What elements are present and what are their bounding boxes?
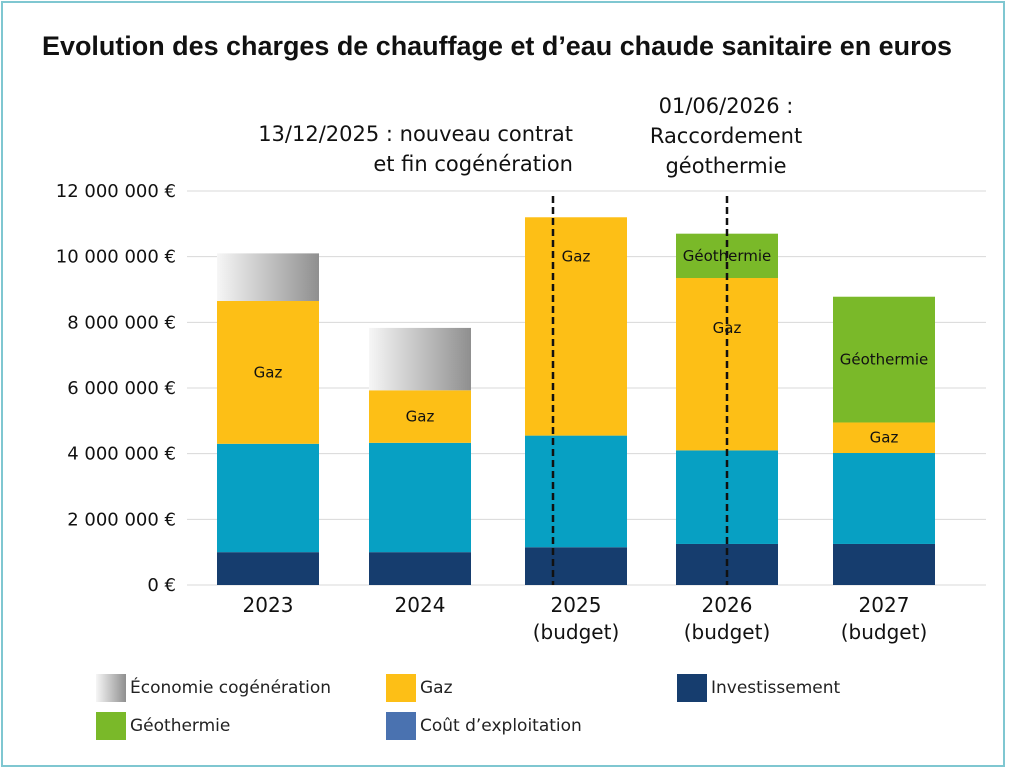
- y-tick-label: 4 000 000 €: [67, 444, 176, 465]
- bar-segment: [369, 327, 471, 391]
- x-category-label: 2027: [859, 593, 910, 617]
- x-axis-category-labels: 2023 2024 2025 (budget) 2026 (budget) 2027 (bud…: [243, 593, 928, 644]
- annotations: 13/12/2025 : nouveau contrat et fin cogén…: [258, 94, 802, 585]
- segment-label: Gaz: [870, 429, 899, 447]
- bar-segment: [525, 547, 627, 585]
- x-category-label: 2024: [395, 593, 446, 617]
- x-category-label: (budget): [533, 620, 620, 644]
- bars: [217, 217, 935, 585]
- bar-segment: [525, 435, 627, 548]
- y-tick-label: 0 €: [147, 575, 176, 596]
- bar-segment: [369, 442, 471, 553]
- y-tick-label: 12 000 000 €: [56, 181, 176, 202]
- y-tick-label: 6 000 000 €: [67, 378, 176, 399]
- x-category-label: (budget): [684, 620, 771, 644]
- bar-segment: [369, 390, 471, 443]
- bar-segment: [217, 443, 319, 553]
- x-category-label: (budget): [841, 620, 928, 644]
- bar-segment: [217, 300, 319, 444]
- annotation-text: Raccordement: [650, 124, 802, 148]
- bar-segment: [833, 422, 935, 454]
- y-tick-label: 10 000 000 €: [56, 247, 176, 268]
- bar-segment: [833, 543, 935, 585]
- y-axis-tick-labels: 0 € 2 000 000 € 4 000 000 € 6 000 000 € 8 00…: [56, 181, 176, 596]
- segment-label: Géothermie: [840, 351, 929, 369]
- annotation-text: 01/06/2026 :: [659, 94, 794, 118]
- y-tick-label: 2 000 000 €: [67, 509, 176, 530]
- segment-label: Gaz: [562, 247, 591, 265]
- annotation-text: 13/12/2025 : nouveau contrat: [258, 122, 573, 146]
- segment-label: Gaz: [406, 408, 435, 426]
- bar-segment: [369, 552, 471, 585]
- bar-segment: [525, 217, 627, 436]
- x-category-label: 2026: [702, 593, 753, 617]
- x-category-label: 2023: [243, 593, 294, 617]
- bar-segment: [833, 296, 935, 423]
- annotation-text: géothermie: [665, 154, 786, 178]
- chart-title: Evolution des charges de chauffage et d’…: [42, 31, 952, 61]
- y-tick-label: 8 000 000 €: [67, 312, 176, 333]
- x-category-label: 2025: [551, 593, 602, 617]
- bar-segment: [217, 552, 319, 585]
- bar-segment: [833, 453, 935, 544]
- bar-segment: [217, 253, 319, 301]
- segment-label: Gaz: [254, 363, 283, 381]
- annotation-text: et fin cogénération: [373, 152, 573, 176]
